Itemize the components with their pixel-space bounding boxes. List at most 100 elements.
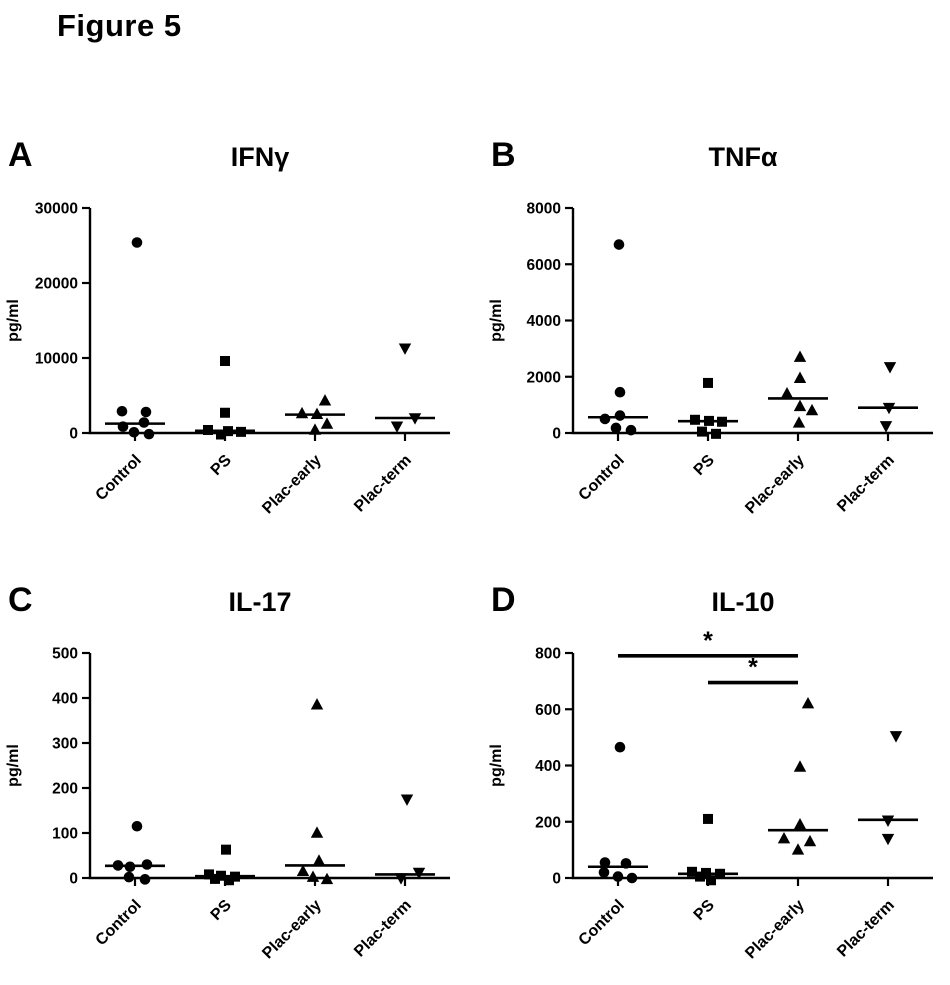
panel-C-svg: C IL-17 pg/ml 0 100 200 300 400 500 Control PS Plac… bbox=[5, 581, 450, 962]
square-marker bbox=[706, 875, 716, 886]
x-tick-label: Plac-term bbox=[834, 452, 898, 516]
y-tick-label: 100 bbox=[52, 826, 78, 843]
circle-marker bbox=[143, 428, 155, 440]
triangle-up-marker bbox=[320, 417, 334, 429]
panel-A-svg: A IFNγ pg/ml 0 10000 20000 30000 Control PS Plac-… bbox=[5, 136, 450, 518]
square-marker bbox=[220, 356, 230, 366]
circle-marker bbox=[141, 859, 153, 870]
circle-marker bbox=[614, 741, 626, 753]
y-tick-label: 6000 bbox=[527, 257, 561, 274]
triangle-up-marker bbox=[318, 394, 332, 406]
circle-marker bbox=[613, 239, 625, 250]
significance-asterisk: * bbox=[703, 627, 713, 655]
triangle-up-marker bbox=[777, 832, 791, 844]
y-tick-label: 4000 bbox=[527, 313, 561, 330]
y-tick-label: 20000 bbox=[35, 276, 78, 293]
circle-marker bbox=[614, 386, 626, 398]
triangle-down-marker bbox=[394, 873, 408, 885]
triangle-up-marker bbox=[295, 406, 309, 419]
y-tick-label: 0 bbox=[552, 871, 561, 888]
circle-marker bbox=[128, 426, 140, 438]
x-tick-label: PS bbox=[691, 452, 718, 479]
x-tick-label: Plac-term bbox=[351, 452, 415, 516]
panel-letter: A bbox=[8, 136, 33, 174]
y-tick-label: 500 bbox=[52, 646, 78, 663]
y-tick-label: 0 bbox=[69, 426, 78, 443]
triangle-down-marker bbox=[882, 402, 896, 415]
triangle-up-marker bbox=[792, 416, 806, 428]
triangle-down-marker bbox=[398, 343, 412, 355]
y-tick-label: 0 bbox=[69, 871, 78, 888]
circle-marker bbox=[614, 410, 626, 421]
square-marker bbox=[690, 414, 700, 425]
square-marker bbox=[687, 866, 697, 877]
square-marker bbox=[717, 416, 727, 427]
square-marker bbox=[223, 426, 233, 437]
panel-title: TNFα bbox=[708, 142, 777, 172]
triangle-up-marker bbox=[310, 407, 324, 420]
circle-marker bbox=[131, 820, 143, 832]
triangle-up-marker bbox=[791, 843, 805, 855]
panel-letter: C bbox=[8, 581, 33, 619]
y-tick-label: 30000 bbox=[35, 201, 78, 218]
triangle-down-marker bbox=[881, 815, 895, 827]
triangle-up-marker bbox=[296, 864, 310, 877]
y-axis-title: pg/ml bbox=[488, 744, 505, 787]
square-marker bbox=[703, 813, 713, 824]
circle-marker bbox=[123, 871, 135, 883]
y-tick-label: 400 bbox=[52, 691, 78, 708]
triangle-down-marker bbox=[881, 833, 895, 846]
triangle-up-marker bbox=[780, 387, 794, 399]
panel-letter: B bbox=[491, 136, 516, 174]
triangle-up-marker bbox=[801, 697, 815, 709]
panel-title: IFNγ bbox=[231, 142, 290, 172]
circle-marker bbox=[112, 860, 124, 871]
x-tick-label: Control bbox=[93, 897, 145, 949]
square-marker bbox=[216, 429, 226, 440]
circle-marker bbox=[599, 413, 611, 425]
circle-marker bbox=[610, 422, 622, 434]
y-tick-label: 10000 bbox=[35, 351, 78, 368]
y-tick-label: 600 bbox=[535, 702, 561, 719]
triangle-up-marker bbox=[308, 423, 322, 435]
panel-d-chart: D IL-10 pg/ml 0 200 400 600 800 Control PS Plac-ea… bbox=[483, 563, 950, 983]
square-marker bbox=[221, 844, 231, 855]
square-marker bbox=[703, 377, 713, 388]
square-marker bbox=[220, 407, 230, 418]
circle-marker bbox=[599, 857, 611, 868]
panel-c-chart: C IL-17 pg/ml 0 100 200 300 400 500 Control PS Plac… bbox=[0, 563, 467, 983]
triangle-up-marker bbox=[793, 350, 807, 362]
square-marker bbox=[704, 415, 714, 426]
triangle-down-marker bbox=[879, 421, 893, 433]
significance-asterisk: * bbox=[748, 654, 758, 682]
y-tick-label: 2000 bbox=[527, 369, 561, 386]
x-tick-label: Plac-early bbox=[742, 897, 808, 963]
x-tick-label: Control bbox=[576, 897, 628, 949]
circle-marker bbox=[124, 861, 136, 873]
y-tick-label: 400 bbox=[535, 758, 561, 775]
circle-marker bbox=[117, 421, 129, 432]
triangle-up-marker bbox=[793, 399, 807, 412]
x-tick-label: Control bbox=[576, 452, 628, 504]
figure-title: Figure 5 bbox=[57, 8, 182, 43]
triangle-up-marker bbox=[805, 403, 819, 416]
square-marker bbox=[203, 425, 213, 435]
triangle-up-marker bbox=[310, 826, 324, 838]
triangle-up-marker bbox=[803, 834, 817, 847]
y-tick-label: 800 bbox=[535, 646, 561, 663]
square-marker bbox=[701, 867, 711, 878]
panel-b-chart: B TNFα pg/ml 0 2000 4000 6000 8000 Control PS Plac… bbox=[483, 118, 950, 538]
x-tick-label: Control bbox=[93, 452, 145, 504]
x-tick-label: PS bbox=[691, 897, 718, 924]
circle-marker bbox=[625, 424, 637, 436]
triangle-down-marker bbox=[408, 413, 422, 425]
x-tick-label: Plac-early bbox=[742, 452, 808, 518]
triangle-up-marker bbox=[793, 371, 807, 383]
triangle-up-marker bbox=[310, 698, 324, 710]
square-marker bbox=[697, 426, 707, 437]
panel-title: IL-10 bbox=[711, 587, 774, 617]
triangle-down-marker bbox=[400, 794, 414, 806]
y-axis-title: pg/ml bbox=[5, 744, 22, 787]
circle-marker bbox=[612, 871, 624, 882]
x-tick-label: Plac-early bbox=[259, 452, 325, 518]
